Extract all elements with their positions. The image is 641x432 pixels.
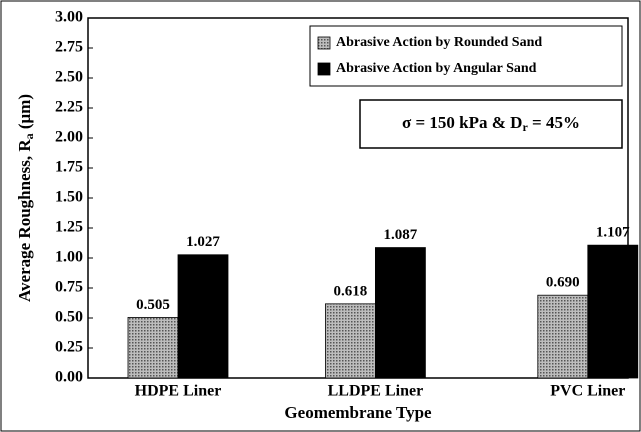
annotation-sub: r bbox=[522, 120, 528, 134]
bar bbox=[324, 303, 376, 379]
y-tick-label: 0.75 bbox=[55, 279, 83, 296]
y-tick-label: 0.00 bbox=[55, 369, 83, 386]
x-tick-label: PVC Liner bbox=[550, 383, 625, 400]
legend-box bbox=[309, 25, 623, 87]
x-tick-label: LLDPE Liner bbox=[328, 383, 424, 400]
annotation: σ = 150 kPa & Dr = 45% bbox=[402, 113, 580, 134]
bar bbox=[127, 316, 179, 379]
y-tick-label: 2.75 bbox=[55, 39, 83, 56]
bar bbox=[374, 247, 426, 379]
value-label: 0.618 bbox=[334, 283, 368, 299]
legend-swatch bbox=[317, 36, 331, 50]
x-axis-label: Geomembrane Type bbox=[284, 403, 432, 422]
y-tick-label: 2.00 bbox=[55, 129, 83, 146]
x-tick-label: HDPE Liner bbox=[135, 383, 222, 400]
annotation-part: = 45% bbox=[528, 113, 580, 132]
value-label: 1.087 bbox=[384, 227, 418, 243]
value-label: 0.690 bbox=[546, 275, 580, 291]
y-tick-label: 1.25 bbox=[55, 219, 83, 236]
value-label: 1.027 bbox=[186, 234, 220, 250]
value-label: 1.107 bbox=[596, 225, 630, 241]
bar bbox=[537, 294, 589, 379]
y-tick-label: 2.25 bbox=[55, 99, 83, 116]
bar bbox=[587, 244, 639, 379]
y-tick-label: 3.00 bbox=[55, 9, 83, 26]
y-tick-label: 1.00 bbox=[55, 249, 83, 266]
value-label: 0.505 bbox=[136, 297, 170, 313]
y-tick-label: 0.25 bbox=[55, 339, 83, 356]
y-tick-label: 1.75 bbox=[55, 159, 83, 176]
y-tick-label: 2.50 bbox=[55, 69, 83, 86]
y-label-sub: a bbox=[22, 133, 36, 139]
legend-label: Abrasive Action by Angular Sand bbox=[336, 61, 537, 76]
y-tick-label: 0.50 bbox=[55, 309, 83, 326]
y-tick-label: 1.50 bbox=[55, 189, 83, 206]
annotation-part: σ = 150 kPa & D bbox=[402, 113, 522, 132]
y-label-part: (μm) bbox=[15, 94, 34, 133]
annotation-box bbox=[359, 99, 623, 149]
legend-swatch bbox=[317, 62, 331, 76]
legend-label: Abrasive Action by Rounded Sand bbox=[336, 35, 542, 50]
y-label-part: Average Roughness, R bbox=[15, 139, 34, 302]
bar bbox=[177, 254, 229, 379]
y-axis-label: Average Roughness, Ra (μm) bbox=[15, 94, 36, 302]
